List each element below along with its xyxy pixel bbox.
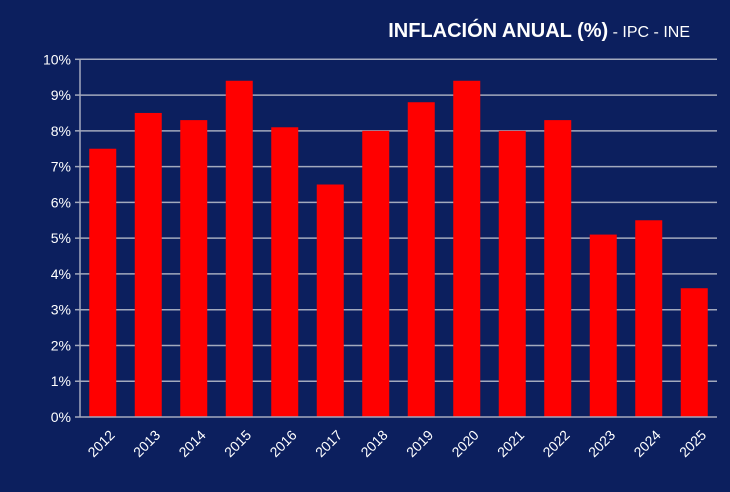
bar-2019 xyxy=(407,102,435,417)
x-tick-label: 2024 xyxy=(630,427,663,460)
chart-title-main: INFLACIÓN ANUAL (%) xyxy=(388,20,609,42)
y-tick-label: 6% xyxy=(51,194,71,210)
bar-2016 xyxy=(271,127,299,417)
bar-2023 xyxy=(589,234,617,417)
bar-2021 xyxy=(498,130,526,417)
x-tick-label: 2015 xyxy=(221,427,254,460)
x-tick-label: 2018 xyxy=(357,427,390,460)
y-tick-label: 0% xyxy=(51,409,71,425)
bar-2022 xyxy=(544,120,572,417)
y-tick-label: 5% xyxy=(51,230,71,246)
bar-2017 xyxy=(316,184,344,417)
x-tick-label: 2022 xyxy=(539,427,572,460)
bar-2015 xyxy=(225,80,253,418)
bar-2020 xyxy=(453,80,481,418)
chart-subtitle: - IPC - INE xyxy=(612,24,690,41)
chart-title: INFLACIÓN ANUAL (%) - IPC - INE xyxy=(388,20,690,43)
x-tick-label: 2021 xyxy=(494,427,527,460)
x-tick-label: 2014 xyxy=(175,427,208,460)
x-tick-label: 2013 xyxy=(130,427,163,460)
x-tick-label: 2019 xyxy=(403,427,436,460)
y-tick-label: 8% xyxy=(51,123,71,139)
bar-2024 xyxy=(635,220,663,417)
x-tick-label: 2017 xyxy=(312,427,345,460)
x-tick-label: 2025 xyxy=(676,427,709,460)
y-tick-label: 2% xyxy=(51,337,71,353)
bar-2025 xyxy=(680,288,708,417)
x-tick-label: 2023 xyxy=(585,427,618,460)
x-tick-label: 2020 xyxy=(448,427,481,460)
bar-2013 xyxy=(134,112,162,417)
y-tick-label: 4% xyxy=(51,266,71,282)
y-tick-label: 9% xyxy=(51,87,71,103)
bar-2014 xyxy=(180,120,208,417)
y-tick-label: 3% xyxy=(51,302,71,318)
y-tick-label: 7% xyxy=(51,159,71,175)
x-tick-label: 2016 xyxy=(266,427,299,460)
bar-2012 xyxy=(89,148,117,417)
y-tick-label: 1% xyxy=(51,373,71,389)
x-tick-label: 2012 xyxy=(84,427,117,460)
y-tick-label: 10% xyxy=(43,51,71,67)
bar-2018 xyxy=(362,130,390,417)
